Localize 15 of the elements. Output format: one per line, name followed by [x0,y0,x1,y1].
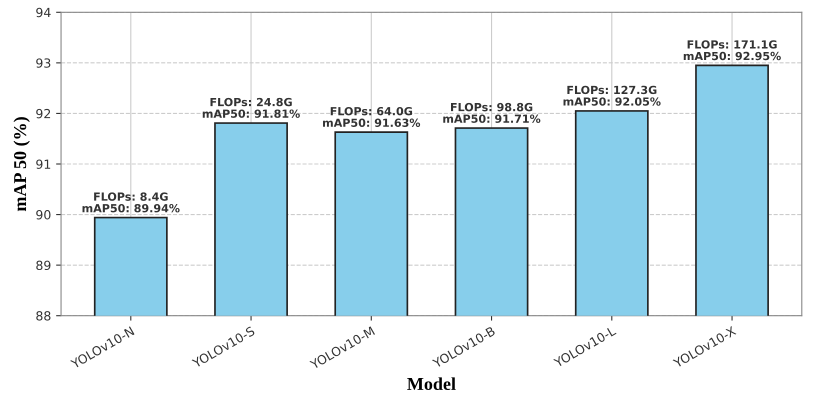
y-tick-label: 93 [36,58,50,68]
data-label: FLOPs: 127.3G mAP50: 92.05% [564,86,661,106]
y-tick-label: 89 [36,260,50,270]
y-tick-label: 88 [36,311,50,321]
y-tick-label: 90 [36,210,50,220]
y-tick-label: 92 [36,108,50,118]
data-label: FLOPs: 64.0G mAP50: 91.63% [323,106,420,127]
x-axis-title: Model [407,377,456,390]
data-label: FLOPs: 98.8G mAP50: 91.71% [443,102,540,123]
data-label: FLOPs: 24.8G mAP50: 91.81% [202,98,300,118]
data-label: FLOPs: 8.4G mAP50: 89.94% [82,192,180,212]
y-axis-title: mAP 50 (%) [13,117,30,212]
y-tick-label: 91 [36,159,50,169]
data-label: FLOPs: 171.1G mAP50: 92.95% [684,40,781,60]
y-tick-label: 94 [36,8,51,18]
